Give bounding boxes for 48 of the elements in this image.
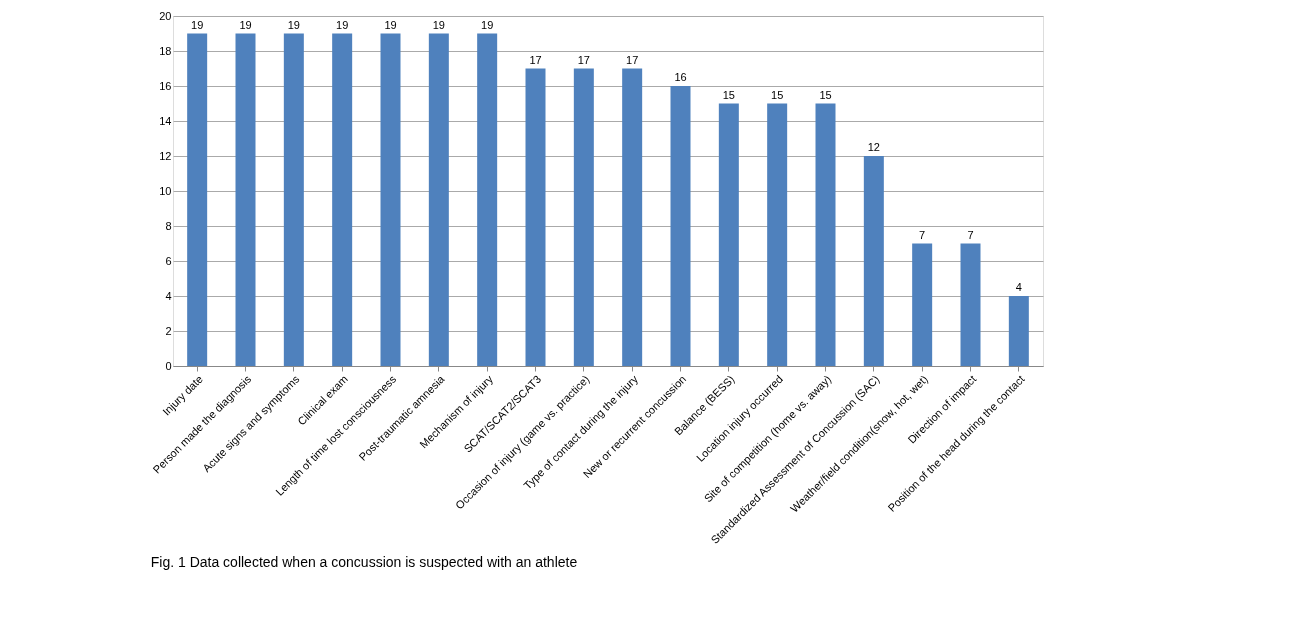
data-label: 19 [336, 18, 349, 31]
data-label: 17 [529, 53, 542, 66]
bar [863, 156, 884, 366]
bar [767, 103, 788, 366]
data-label: 19 [239, 18, 252, 31]
data-label: 7 [967, 228, 974, 241]
data-label: 19 [481, 18, 494, 31]
bar [718, 103, 739, 366]
data-label: 16 [674, 71, 687, 83]
data-label: 15 [722, 88, 735, 101]
y-tick-label: 0 [165, 359, 172, 372]
y-tick-label: 18 [159, 44, 172, 57]
data-label: 19 [191, 18, 204, 31]
bar [670, 86, 691, 366]
data-label: 19 [384, 18, 397, 31]
y-tick-label: 4 [165, 289, 172, 302]
bar [912, 243, 933, 366]
caption: Fig. 1 Data collected when a concussion is suspected with an athlete [150, 553, 578, 570]
bar [815, 103, 836, 366]
bar [380, 33, 401, 366]
data-label: 15 [771, 88, 784, 101]
bar [477, 33, 498, 366]
bar [525, 68, 546, 366]
y-tick-label: 20 [159, 9, 172, 22]
bar [428, 33, 449, 366]
bar [960, 243, 981, 366]
y-tick-label: 12 [159, 149, 172, 162]
bar [573, 68, 594, 366]
y-tick-label: 8 [165, 219, 172, 232]
data-label: 12 [867, 141, 880, 153]
y-tick-label: 14 [159, 114, 172, 127]
data-label: 19 [432, 18, 445, 31]
y-tick-label: 2 [165, 324, 172, 337]
bar [332, 33, 353, 366]
data-label: 4 [1015, 281, 1022, 293]
data-label: 7 [919, 228, 926, 241]
bar [283, 33, 304, 366]
data-label: 17 [626, 53, 639, 66]
y-tick-label: 16 [159, 79, 172, 92]
data-label: 15 [819, 88, 832, 101]
y-tick-label: 10 [159, 184, 172, 197]
data-label: 17 [577, 53, 590, 66]
bar [1008, 296, 1029, 366]
y-tick-label: 6 [165, 254, 172, 267]
bar [187, 33, 208, 366]
bar [622, 68, 643, 366]
bar [235, 33, 256, 366]
data-label: 19 [287, 18, 300, 31]
